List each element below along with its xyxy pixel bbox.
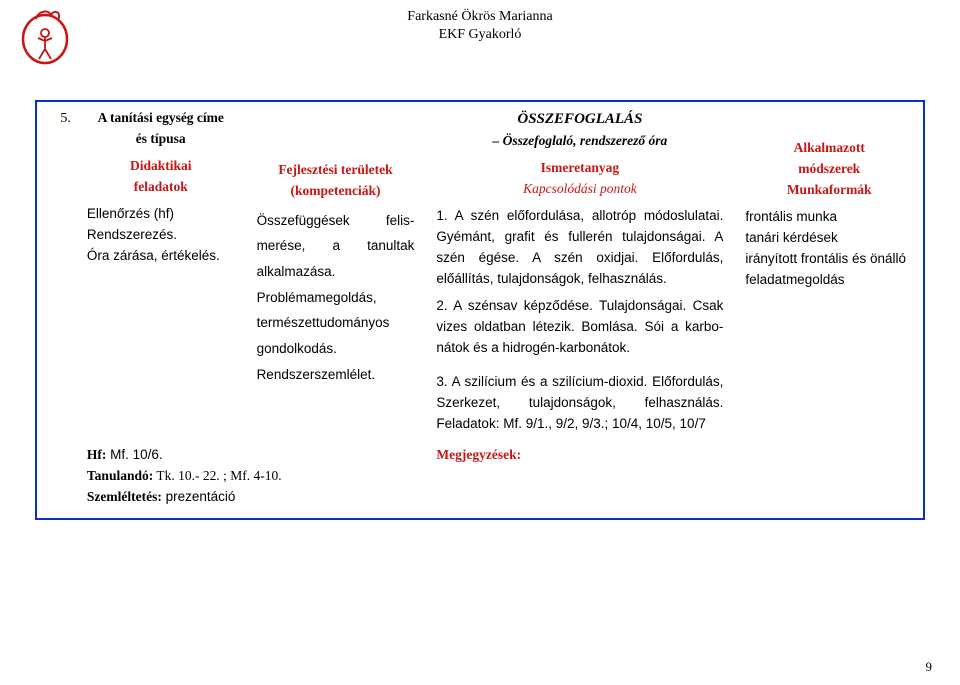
table-row: Hf: Mf. 10/6. Tanulandó: Tk. 10.- 22. ; …: [37, 439, 923, 518]
footer-right: Megjegyzések:: [424, 439, 923, 518]
col-competencies: Fejlesztési területek (kompetenciák) Öss…: [245, 102, 425, 439]
body-line: Óra zárása, értékelés.: [87, 246, 235, 267]
table-row: 5. A tanítási egység címe és típusa Dida…: [37, 102, 923, 439]
hf-value: Mf. 10/6.: [106, 447, 162, 462]
title-line: ÖSSZEFOGLALÁS: [517, 111, 642, 127]
heading-line: A tanítási egység címe: [87, 108, 235, 129]
tan-value: Tk. 10.- 22. ; Mf. 4-10.: [153, 468, 281, 483]
content-p1: 1. A szén előfordulása, allotróp módoslu…: [436, 206, 723, 290]
summary-subtitle: – Összefoglaló, rendszerező óra: [436, 131, 723, 152]
homework: Hf: Mf. 10/6.: [87, 445, 414, 466]
lesson-number: 5.: [37, 102, 75, 439]
heading-line: feladatok: [87, 177, 235, 198]
summary-title: ÖSSZEFOGLALÁS: [436, 108, 723, 131]
body-line: frontális munka: [745, 207, 913, 228]
heading-line: Munkaformák: [745, 180, 913, 201]
content-p2: 2. A szénsav képződése. Tulajdonságai. C…: [436, 296, 723, 359]
tan-label: Tanulandó:: [87, 468, 153, 483]
lesson-table: 5. A tanítási egység címe és típusa Dida…: [35, 100, 925, 520]
didactic-heading: Didaktikai feladatok: [87, 156, 235, 198]
col-didactic: A tanítási egység címe és típusa Didakti…: [75, 102, 245, 439]
heading-line: módszerek: [745, 159, 913, 180]
content-p3: 3. A szilícium és a szilícium-dioxid. El…: [436, 372, 723, 435]
content-heading: Ismeretanyag: [436, 158, 723, 179]
author-name: Farkasné Ökrös Marianna: [0, 8, 960, 26]
heading-line: Didaktikai: [87, 156, 235, 177]
heading-line: (kompetenciák): [257, 181, 415, 202]
hf-label: Hf:: [87, 447, 107, 462]
body-line: Ellenőrzés (hf): [87, 204, 235, 225]
col-methods: Alkalmazott módszerek Munkaformák frontá…: [733, 102, 923, 439]
notes-label: Megjegyzések:: [436, 447, 521, 462]
heading-line: Fejlesztési területek: [257, 160, 415, 181]
heading-line: Alkalmazott: [745, 138, 913, 159]
methods-heading: Alkalmazott módszerek Munkaformák: [745, 138, 913, 201]
col-content: ÖSSZEFOGLALÁS – Összefoglaló, rendszerez…: [424, 102, 733, 439]
competency-body: Összefüggések felis­merése, a tanultak a…: [257, 208, 415, 387]
institution: EKF Gyakorló: [0, 26, 960, 44]
body-line: Rendszerezés.: [87, 225, 235, 246]
to-learn: Tanulandó: Tk. 10.- 22. ; Mf. 4-10.: [87, 466, 414, 487]
footer-left: Hf: Mf. 10/6. Tanulandó: Tk. 10.- 22. ; …: [75, 439, 424, 518]
didactic-body: Ellenőrzés (hf) Rendszerezés. Óra zárása…: [87, 204, 235, 267]
connection-heading: Kapcsolódási pontok: [436, 179, 723, 200]
page-header: Farkasné Ökrös Marianna EKF Gyakorló: [0, 8, 960, 44]
body-line: tanári kérdések: [745, 228, 913, 249]
competency-heading: Fejlesztési területek (kompetenciák): [257, 160, 415, 202]
page-number: 9: [926, 659, 933, 675]
methods-body: frontális munka tanári kérdések irányíto…: [745, 207, 913, 291]
demonstration: Szemléltetés: prezentáció: [87, 487, 414, 508]
szem-label: Szemléltetés:: [87, 489, 162, 504]
unit-title-heading: A tanítási egység címe és típusa: [87, 108, 235, 150]
body-line: irányított frontális és önálló feladatme…: [745, 249, 913, 291]
szem-value: prezentáció: [162, 489, 236, 504]
heading-line: és típusa: [87, 129, 235, 150]
